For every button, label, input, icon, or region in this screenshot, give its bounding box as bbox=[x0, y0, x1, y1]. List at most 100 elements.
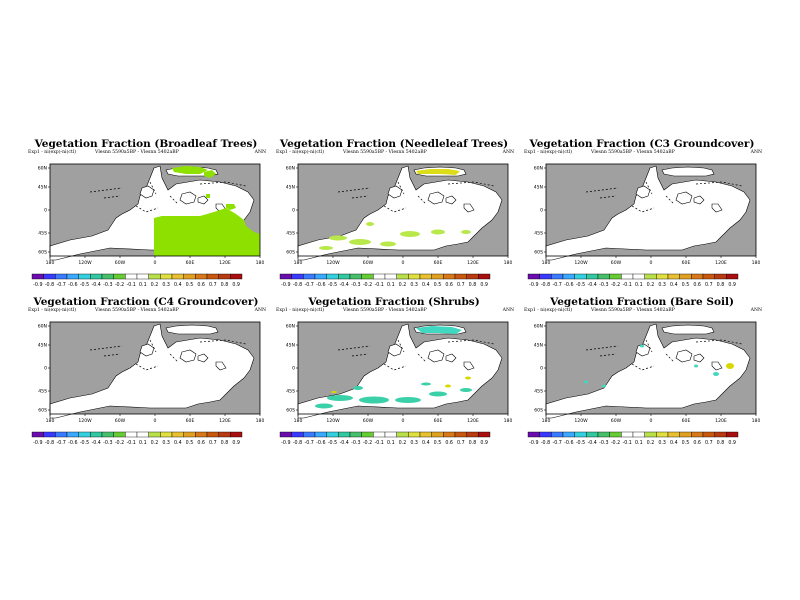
lat-tick-label: 0 bbox=[540, 208, 543, 214]
subtitle-right: ANN bbox=[502, 308, 514, 313]
value-region bbox=[460, 388, 472, 392]
colorbar-swatch bbox=[218, 431, 231, 438]
colorbar-label: 0.4 bbox=[670, 440, 678, 446]
colorbar-label: -0.7 bbox=[56, 440, 65, 446]
value-region bbox=[416, 326, 462, 334]
colorbar-swatch bbox=[361, 431, 374, 438]
land-region bbox=[661, 324, 715, 335]
colorbar-label: 0.5 bbox=[682, 282, 690, 288]
colorbar-swatch bbox=[408, 273, 421, 280]
colorbar-swatch bbox=[373, 273, 386, 280]
land-region bbox=[675, 349, 693, 363]
colorbar-swatch bbox=[349, 273, 362, 280]
colorbar-label: -0.6 bbox=[68, 282, 77, 288]
subtitle-left: Exp1 - ni(exp)-ni(ctl) bbox=[524, 308, 572, 313]
colorbar-swatch bbox=[101, 273, 114, 280]
colorbar-label: -0.5 bbox=[80, 440, 89, 446]
coastline bbox=[599, 195, 617, 199]
colorbar-swatch bbox=[609, 431, 622, 438]
lat-tick-label: 0 bbox=[540, 366, 543, 372]
colorbar-swatch bbox=[303, 273, 316, 280]
value-region bbox=[416, 169, 460, 175]
colorbar-label: 0.8 bbox=[717, 440, 725, 446]
colorbar-swatch bbox=[171, 273, 184, 280]
lon-tick-label: 0 bbox=[650, 418, 653, 424]
colorbar-label: -0.3 bbox=[103, 282, 112, 288]
subtitle-right: ANN bbox=[750, 308, 762, 313]
lon-tick-label: 0 bbox=[154, 418, 157, 424]
colorbar-swatch bbox=[171, 431, 184, 438]
lon-tick-label: 180 bbox=[542, 418, 551, 424]
colorbar-label: -0.3 bbox=[599, 282, 608, 288]
lat-tick-label: 45N bbox=[38, 185, 47, 191]
colorbar-label: 0.7 bbox=[209, 282, 217, 288]
land-region bbox=[215, 361, 227, 371]
panel-title: Vegetation Fraction (Shrubs) bbox=[308, 296, 480, 308]
colorbar-label: 0.2 bbox=[151, 440, 159, 446]
colorbar-swatch bbox=[726, 273, 739, 280]
panel-shrubs: Vegetation Fraction (Shrubs) Exp1 - ni(e… bbox=[274, 296, 514, 456]
lon-tick-label: 60E bbox=[682, 418, 691, 424]
colorbar-swatch bbox=[195, 431, 208, 438]
colorbar-label: 0.7 bbox=[705, 440, 713, 446]
colorbar-label: 0.9 bbox=[232, 282, 240, 288]
colorbar-label: -0.4 bbox=[587, 440, 596, 446]
lon-tick-label: 60E bbox=[434, 418, 443, 424]
panel-title: Vegetation Fraction (Needleleaf Trees) bbox=[279, 138, 509, 150]
colorbar-swatch bbox=[714, 431, 727, 438]
value-region bbox=[226, 204, 236, 210]
colorbar-swatch bbox=[31, 431, 44, 438]
coastline bbox=[695, 181, 743, 187]
coastline bbox=[383, 205, 407, 213]
map-group bbox=[49, 321, 261, 419]
land-region bbox=[545, 165, 751, 261]
coastline bbox=[417, 195, 427, 205]
colorbar-label: -0.2 bbox=[363, 282, 372, 288]
map-plot: 180 120W 60W 0 60E 120E 180 60N 45N 0 45S 60S bbox=[534, 163, 760, 266]
colorbar-swatch bbox=[78, 273, 91, 280]
value-region bbox=[380, 241, 396, 247]
panel-title: Vegetation Fraction (C3 Groundcover) bbox=[529, 138, 755, 150]
subtitle-left: Exp1 - ni(exp)-ni(ctl) bbox=[276, 150, 324, 155]
land-region bbox=[165, 324, 219, 335]
panel-needleleaf-trees: Vegetation Fraction (Needleleaf Trees) E… bbox=[274, 138, 514, 298]
colorbar-label: 0.5 bbox=[186, 282, 194, 288]
lat-tick-label: 60N bbox=[38, 166, 47, 172]
value-region bbox=[445, 384, 451, 388]
lon-tick-label: 0 bbox=[402, 260, 405, 266]
land-region bbox=[635, 343, 651, 357]
subtitle-left: Exp1 - ni(exp)-ni(ctl) bbox=[524, 150, 572, 155]
colorbar-label: -0.5 bbox=[576, 440, 585, 446]
colorbar-swatch bbox=[183, 273, 196, 280]
colorbar-label: 0.4 bbox=[422, 282, 430, 288]
subtitle-right: ANN bbox=[254, 308, 266, 313]
colorbar-label: 0.2 bbox=[151, 282, 159, 288]
colorbar-label: -0.9 bbox=[529, 282, 538, 288]
subtitle-right: ANN bbox=[750, 150, 762, 155]
subtitle-mid: Vlesnn 5590a5BP - Vlesnn 5402aBP bbox=[95, 150, 179, 155]
lon-tick-label: 120E bbox=[467, 418, 479, 424]
colorbar-label: -0.1 bbox=[126, 440, 135, 446]
value-region bbox=[726, 363, 734, 369]
colorbar-label: 0.4 bbox=[174, 282, 182, 288]
colorbar-label: 0.5 bbox=[434, 440, 442, 446]
coastline bbox=[599, 353, 617, 357]
coastline bbox=[89, 187, 123, 193]
map-group bbox=[297, 163, 509, 261]
colorbar-swatch bbox=[90, 273, 103, 280]
land-region bbox=[661, 166, 715, 177]
subtitle-right: ANN bbox=[502, 150, 514, 155]
colorbar-label: 0.5 bbox=[682, 440, 690, 446]
colorbar-label: 0.6 bbox=[197, 440, 205, 446]
colorbar-label: 0.1 bbox=[387, 282, 395, 288]
colorbar-swatch bbox=[78, 431, 91, 438]
panel-c3-groundcover: Vegetation Fraction (C3 Groundcover) Exp… bbox=[522, 138, 762, 298]
value-region bbox=[353, 386, 363, 390]
colorbar-label: -0.5 bbox=[576, 282, 585, 288]
lon-tick-label: 60E bbox=[186, 260, 195, 266]
lon-tick-label: 120W bbox=[326, 418, 340, 424]
colorbar-swatch bbox=[291, 273, 304, 280]
colorbar-label: -0.7 bbox=[552, 440, 561, 446]
lat-tick-label: 60N bbox=[286, 166, 295, 172]
colorbar-label: -0.1 bbox=[374, 440, 383, 446]
